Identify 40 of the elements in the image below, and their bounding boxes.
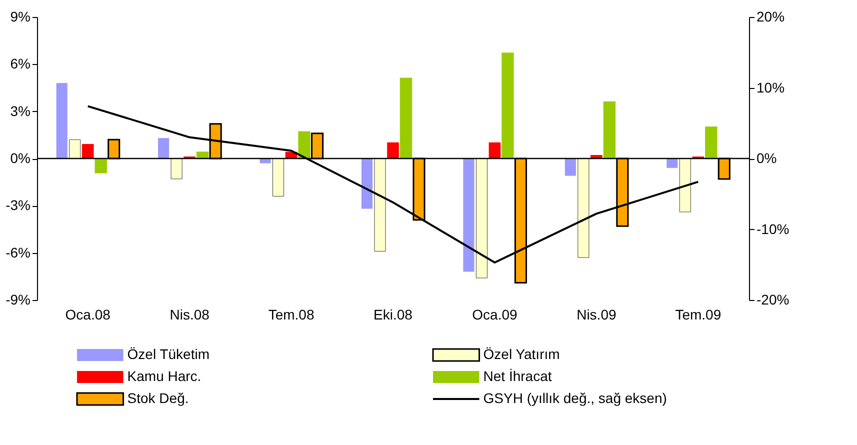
bar [158, 138, 170, 158]
bar [361, 158, 373, 209]
x-tick-label: Oca.08 [65, 306, 111, 322]
bar [488, 142, 501, 159]
y2-tick-label: -10% [756, 220, 790, 237]
legend-label: Özel Tüketim [127, 346, 210, 362]
y2-tick-label: 10% [756, 79, 785, 96]
bar [56, 83, 68, 158]
y2-tick-label: 20% [756, 8, 785, 24]
bar [564, 158, 576, 176]
bar [94, 158, 107, 174]
x-tick-label: Nis.09 [576, 306, 616, 322]
bar [463, 158, 474, 272]
bar [705, 126, 718, 160]
y-tick-label: 6% [10, 56, 30, 72]
y-tick-label: -6% [6, 244, 30, 260]
legend-label: Özel Yatırım [483, 346, 560, 362]
bar [603, 101, 616, 160]
y-tick-label: -9% [6, 292, 30, 308]
legend-label: Stok Değ. [127, 390, 189, 406]
legend-label: Net İhracat [483, 368, 552, 384]
bar [400, 78, 412, 160]
y-tick-label: 9% [10, 8, 30, 24]
legend-label: Kamu Harc. [127, 368, 202, 384]
y2-tick-label: -20% [756, 292, 790, 308]
bar [298, 131, 310, 160]
x-tick-label: Tem.08 [268, 306, 314, 322]
bar [502, 52, 514, 160]
bar [387, 142, 399, 159]
x-tick-label: Nis.08 [170, 306, 210, 322]
x-tick-label: Oca.09 [472, 306, 518, 322]
y2-tick-label: 0% [756, 150, 777, 166]
y-tick-label: 3% [10, 102, 30, 119]
y-tick-label: 0% [10, 150, 30, 166]
x-tick-label: Eki.08 [374, 306, 413, 322]
bar [82, 144, 94, 159]
y-tick-label: -3% [6, 197, 30, 214]
bar [666, 158, 678, 168]
x-tick-label: Tem.09 [675, 306, 722, 322]
legend-label: GSYH (yıllık değ., sağ eksen) [483, 390, 667, 406]
